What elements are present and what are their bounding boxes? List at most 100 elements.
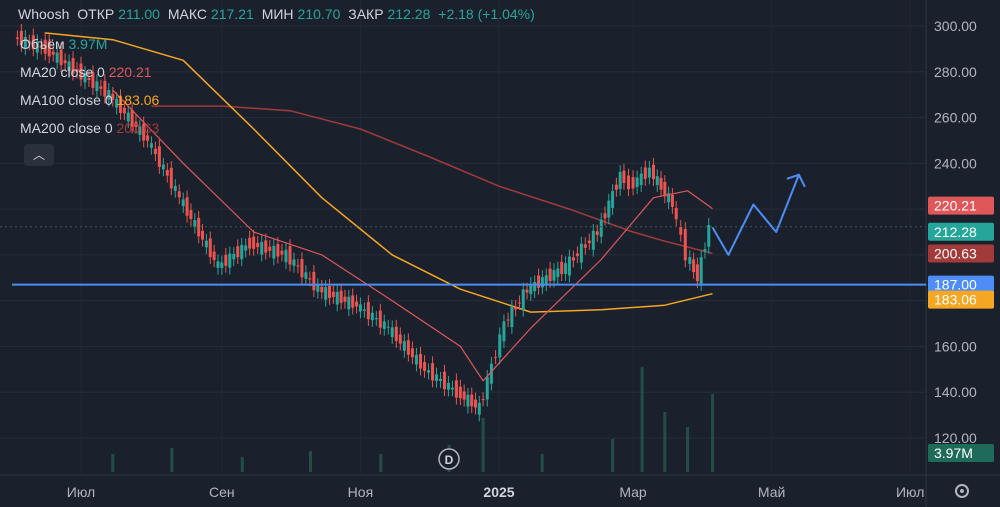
candle-body <box>688 257 692 264</box>
candle-body <box>339 290 343 303</box>
candle-body <box>23 36 27 49</box>
candle-body <box>165 169 169 176</box>
candle-body <box>95 81 99 91</box>
candle-body <box>477 402 481 415</box>
gear-hub <box>960 489 964 493</box>
candle-body <box>91 72 95 89</box>
candle-body <box>189 210 193 220</box>
candle-body <box>406 340 410 355</box>
gear-icon[interactable] <box>955 484 969 498</box>
candle-body <box>683 229 687 261</box>
candle-body <box>343 296 347 302</box>
candle-body <box>296 265 300 267</box>
candle-body <box>244 245 248 251</box>
candle-body <box>414 354 418 365</box>
candle-body <box>324 287 328 300</box>
candle-body <box>161 164 165 170</box>
candle-body <box>560 261 564 275</box>
candle-body <box>481 399 485 401</box>
candle-body <box>556 268 560 278</box>
ma200-value: 200.63 <box>116 120 160 136</box>
candle-body <box>119 96 123 113</box>
candle-body <box>107 89 111 100</box>
candle-body <box>31 35 35 50</box>
candle-body <box>181 199 185 207</box>
candle-body <box>470 394 474 407</box>
candle-body <box>498 334 502 358</box>
x-tick-label: Июл <box>67 484 95 500</box>
price-label: 212.28 <box>934 224 977 240</box>
y-tick-label: 300.00 <box>934 18 977 34</box>
candle-body <box>177 191 181 198</box>
ohlc-legend: Whoosh ОТКР 211.00 МАКС 217.21 МИН 210.70 З… <box>18 6 539 22</box>
candle-body <box>83 72 87 83</box>
price-label-bg <box>928 196 994 215</box>
candle-body <box>622 170 626 183</box>
candle-body <box>300 259 304 278</box>
close-value: 212.28 <box>387 6 431 22</box>
gear-ring <box>955 484 969 498</box>
candle-body <box>423 362 427 371</box>
candle-body <box>248 237 252 249</box>
candle-body <box>591 230 595 250</box>
candle-body <box>51 51 55 55</box>
candle-body <box>201 230 205 240</box>
candle-body <box>312 271 316 291</box>
candle-body <box>439 378 443 382</box>
price-label: 220.21 <box>934 198 977 214</box>
x-tick-label: 2025 <box>483 484 514 500</box>
volume-value: 3.97M <box>68 36 108 52</box>
candle-body <box>63 60 67 64</box>
candle-body <box>692 259 696 273</box>
candle-body <box>320 286 324 293</box>
candle-body <box>707 225 711 247</box>
candle-body <box>67 61 71 72</box>
candle-body <box>695 264 699 282</box>
volume-bar <box>240 457 244 472</box>
collapse-legend-button[interactable]: ︿ <box>24 144 54 166</box>
price-label-bg <box>928 290 994 309</box>
volume-bar <box>481 418 485 472</box>
ma200-legend[interactable]: MA200 close 0 200.63 <box>20 120 159 136</box>
candle-body <box>462 391 466 400</box>
candle-body <box>521 289 525 310</box>
volume-bar <box>711 394 715 472</box>
y-tick-label: 260.00 <box>934 110 977 126</box>
ma100-line <box>44 32 713 313</box>
candle-body <box>548 268 552 281</box>
candle-body <box>382 321 386 329</box>
ma20-label: MA20 close 0 <box>20 64 105 80</box>
price-label-bg <box>928 275 994 294</box>
candle-body <box>651 164 655 180</box>
volume-bar <box>379 454 383 472</box>
candle-body <box>208 238 212 258</box>
symbol-name: Whoosh <box>18 6 70 22</box>
candle-body <box>27 41 31 44</box>
candle-body <box>47 41 51 57</box>
dividend-marker-label: D <box>445 453 454 467</box>
candle-body <box>284 249 288 263</box>
candle-body <box>153 148 157 155</box>
candle-body <box>494 356 498 358</box>
close-label: ЗАКР <box>348 6 384 22</box>
x-tick-label: Сен <box>209 484 235 500</box>
candle-body <box>236 246 240 258</box>
ma20-legend[interactable]: MA20 close 0 220.21 <box>20 64 152 80</box>
candle-body <box>485 376 489 400</box>
volume-bar <box>611 439 615 472</box>
candle-body <box>347 296 351 310</box>
candle-body <box>655 176 659 186</box>
candle-body <box>679 226 683 235</box>
candle-body <box>260 242 264 255</box>
volume-bar <box>686 427 690 472</box>
candle-body <box>157 146 161 167</box>
candle-body <box>537 275 541 288</box>
ma100-legend[interactable]: MA100 close 0 183.06 <box>20 92 159 108</box>
volume-legend[interactable]: Объём 3.97M <box>20 36 107 52</box>
candle-body <box>220 262 224 268</box>
y-tick-label: 240.00 <box>934 155 977 171</box>
candle-body <box>374 318 378 320</box>
candle-body <box>115 98 119 108</box>
